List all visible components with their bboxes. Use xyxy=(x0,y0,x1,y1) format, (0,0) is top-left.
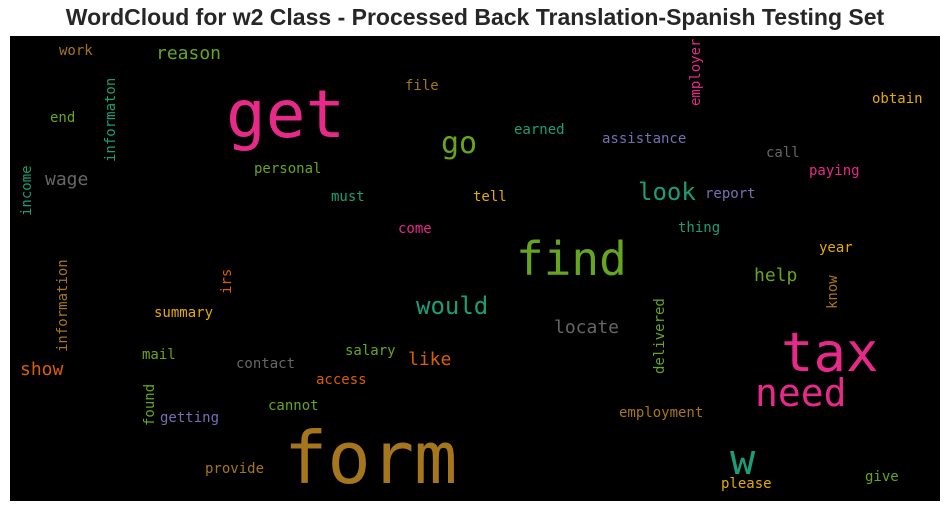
word-need: need xyxy=(755,371,847,415)
word-get: get xyxy=(226,76,346,153)
word-cannot: cannot xyxy=(268,398,319,414)
word-go: go xyxy=(441,126,478,161)
word-thing: thing xyxy=(678,220,721,236)
word-wage: wage xyxy=(45,169,89,190)
word-give: give xyxy=(865,469,899,485)
word-form: form xyxy=(284,416,458,500)
word-find: find xyxy=(516,232,627,286)
word-reason: reason xyxy=(156,43,222,64)
word-employment: employment xyxy=(619,405,704,421)
word-come: come xyxy=(398,221,432,237)
word-end: end xyxy=(50,110,76,126)
word-cloud-canvas: get tax form find need w go look would l… xyxy=(10,36,940,501)
word-mail: mail xyxy=(142,347,176,363)
word-like: like xyxy=(408,349,452,370)
word-salary: salary xyxy=(345,343,396,359)
word-please: please xyxy=(721,476,772,492)
word-found: found xyxy=(142,383,158,426)
word-report: report xyxy=(705,186,756,202)
word-assistance: assistance xyxy=(602,131,687,147)
word-obtain: obtain xyxy=(872,91,923,107)
word-earned: earned xyxy=(514,122,565,138)
word-help: help xyxy=(754,265,798,286)
word-contact: contact xyxy=(236,356,296,372)
word-locate: locate xyxy=(554,317,620,338)
word-access: access xyxy=(316,372,367,388)
word-must: must xyxy=(331,189,365,205)
word-delivered: delivered xyxy=(652,298,668,374)
word-know: know xyxy=(825,275,841,309)
word-would: would xyxy=(416,292,489,320)
word-look: look xyxy=(638,178,696,206)
word-w: w xyxy=(730,435,756,484)
word-work: work xyxy=(59,43,93,59)
word-getting: getting xyxy=(160,410,220,426)
word-irs: irs xyxy=(219,268,235,294)
word-summary: summary xyxy=(154,305,214,321)
word-employer: employer xyxy=(688,38,704,106)
word-call: call xyxy=(766,145,800,161)
word-personal: personal xyxy=(254,161,322,177)
word-paying: paying xyxy=(809,163,860,179)
word-tell: tell xyxy=(473,189,507,205)
word-informaton: informaton xyxy=(103,77,119,162)
word-show: show xyxy=(20,359,64,380)
word-information: information xyxy=(55,259,71,352)
word-file: file xyxy=(405,78,439,94)
word-income: income xyxy=(19,165,35,216)
word-year: year xyxy=(819,240,853,256)
word-tax: tax xyxy=(781,321,879,384)
chart-title: WordCloud for w2 Class - Processed Back … xyxy=(65,4,885,30)
word-provide: provide xyxy=(205,461,265,477)
